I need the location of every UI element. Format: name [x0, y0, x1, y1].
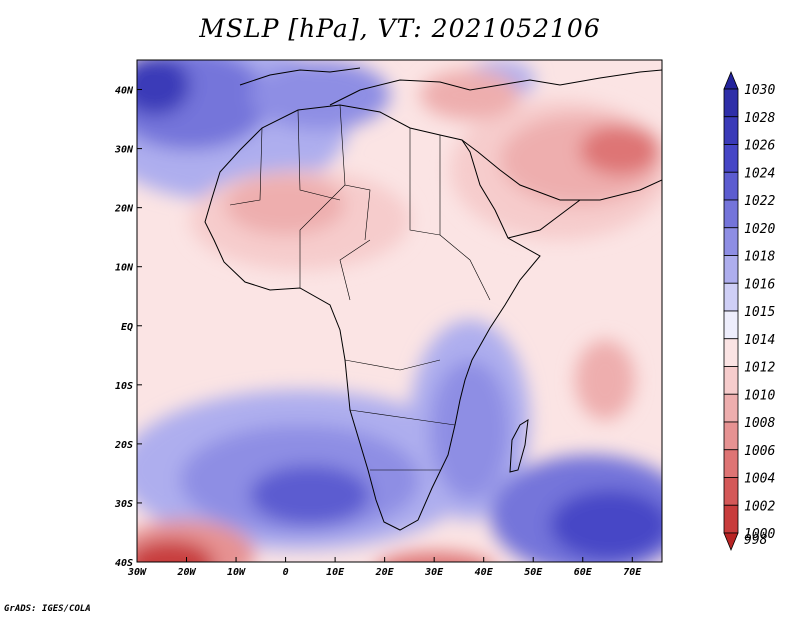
colorbar-swatch [723, 227, 739, 256]
colorbar-label: 1008 [744, 416, 775, 431]
pressure-field [137, 60, 662, 562]
coastlines [204, 67, 662, 531]
axis-ticks: 30W 20W 10W 0 10E 20E 30E 40E 50E 60E 70E 40N 30N 20N… [114, 86, 642, 578]
x-tick-label: 10W [227, 567, 246, 578]
colorbar-label: 1010 [744, 388, 775, 403]
colorbar-swatch [723, 449, 739, 478]
colorbar: 1030 1028 1026 1024 1022 1020 1018 1016 1015 1014… [723, 70, 775, 552]
colorbar-label: 1012 [744, 361, 775, 376]
x-tick-label: 0 [283, 567, 289, 578]
y-tick-label: 20N [114, 204, 134, 215]
colorbar-label: 1022 [744, 194, 775, 209]
colorbar-swatch [723, 477, 739, 506]
y-tick-label: 40N [115, 86, 134, 97]
x-tick-label: 30E [424, 567, 444, 578]
colorbar-swatch [723, 366, 739, 395]
colorbar-label: 1015 [744, 305, 775, 320]
x-tick-label: 30W [127, 567, 147, 578]
y-tick-label: 30S [114, 499, 133, 510]
colorbar-swatch [723, 88, 739, 118]
colorbar-label: 1026 [744, 139, 775, 154]
colorbar-swatch [723, 393, 739, 423]
x-tick-label: 70E [623, 567, 642, 578]
colorbar-label: 1020 [744, 222, 775, 237]
colorbar-swatch [723, 310, 739, 340]
y-tick-label: 10S [115, 381, 133, 392]
colorbar-swatch [723, 199, 739, 229]
colorbar-label: 1002 [744, 499, 775, 514]
x-tick-label: 40E [475, 567, 494, 578]
map-title: MSLP [hPa], VT: 2021052106 [199, 14, 601, 43]
colorbar-label: 1014 [744, 333, 775, 348]
colorbar-swatch [723, 338, 739, 367]
colorbar-swatch [723, 255, 739, 284]
colorbar-swatch [723, 70, 739, 90]
colorbar-label: 1028 [744, 111, 775, 126]
colorbar-swatch [723, 504, 739, 534]
colorbar-label: 1006 [744, 444, 775, 459]
country-borders [229, 104, 491, 471]
y-tick-label: 20S [114, 440, 133, 451]
colorbar-label: 1004 [744, 472, 775, 487]
colorbar-swatch [723, 421, 739, 451]
colorbar-label: 1016 [744, 277, 775, 292]
x-tick-label: 60E [574, 567, 593, 578]
colorbar-swatch [723, 144, 739, 173]
y-tick-label: 40S [115, 558, 133, 569]
x-tick-label: 20W [176, 567, 196, 578]
colorbar-swatch [723, 532, 739, 552]
map-frame [136, 59, 663, 563]
colorbar-label: 1000 [744, 527, 775, 542]
colorbar-label: 1030 [744, 83, 775, 98]
x-tick-label: 10E [326, 567, 345, 578]
colorbar-label: 998 [744, 533, 768, 548]
colorbar-label: 1024 [744, 166, 775, 181]
y-tick-label: EQ [121, 322, 133, 333]
x-tick-label: 50E [524, 567, 543, 578]
colorbar-swatch [723, 171, 739, 201]
colorbar-swatch [723, 116, 739, 145]
y-tick-label: 30N [114, 145, 134, 156]
x-tick-label: 20E [375, 567, 395, 578]
colorbar-label: 1018 [744, 250, 775, 265]
y-tick-label: 10N [115, 263, 134, 274]
credit-text: GrADS: IGES/COLA [4, 604, 91, 614]
colorbar-swatch [723, 282, 739, 312]
